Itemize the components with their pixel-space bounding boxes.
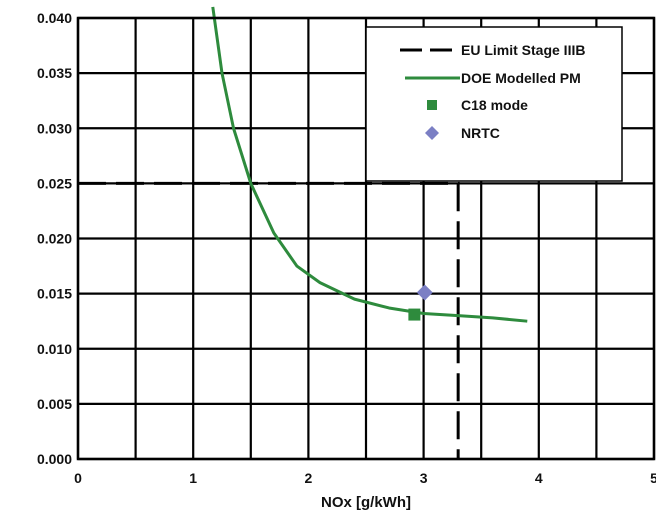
legend-item-c18: C18 mode: [427, 97, 528, 113]
legend-label: EU Limit Stage IIIB: [461, 42, 585, 58]
x-axis-title: NOx [g/kWh]: [321, 494, 411, 511]
y-tick-label: 0.030: [37, 120, 72, 136]
x-tick-label: 1: [189, 470, 197, 486]
legend-label: NRTC: [461, 125, 500, 141]
legend-box: [365, 26, 623, 182]
legend-swatch-diamond: [425, 126, 439, 140]
legend-label: DOE Modelled PM: [461, 70, 581, 86]
y-tick-label: 0.035: [37, 65, 72, 81]
y-tick-label: 0.005: [37, 396, 72, 412]
tick-labels: 0.000 0.005 0.010 0.015 0.020 0.025 0.030 0.035…: [37, 10, 656, 486]
x-tick-label: 2: [305, 470, 313, 486]
legend-item-eu-limit: EU Limit Stage IIIB: [400, 42, 585, 58]
legend-label: C18 mode: [461, 97, 528, 113]
y-tick-label: 0.015: [37, 286, 72, 302]
plot-area-border: [76, 16, 656, 461]
y-tick-label: 0.025: [37, 175, 72, 191]
y-tick-label: 0.010: [37, 341, 72, 357]
legend-item-doe-pm: DOE Modelled PM: [405, 70, 581, 86]
doe-modelled-pm-line: [211, 6, 528, 323]
x-tick-label: 5: [650, 470, 656, 486]
x-tick-label: 3: [420, 470, 428, 486]
x-tick-label: 0: [74, 470, 82, 486]
y-tick-label: 0.000: [37, 451, 72, 467]
c18-mode-point: [408, 308, 421, 321]
eu-limit-line: [78, 181, 460, 459]
x-tick-label: 4: [535, 470, 543, 486]
series: [78, 6, 528, 459]
nrtc-point: [416, 284, 433, 301]
legend: EU Limit Stage IIIB DOE Modelled PM C18 mo…: [365, 26, 623, 182]
y-tick-label: 0.020: [37, 231, 72, 247]
legend-swatch-square: [427, 100, 437, 110]
legend-item-nrtc: NRTC: [425, 125, 500, 141]
y-tick-label: 0.040: [37, 10, 72, 26]
